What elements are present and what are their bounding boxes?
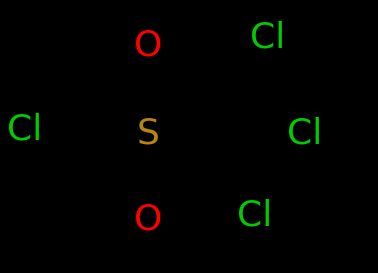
- Text: O: O: [134, 203, 162, 237]
- Text: Cl: Cl: [8, 113, 43, 147]
- Text: Cl: Cl: [237, 198, 273, 232]
- Text: S: S: [136, 116, 160, 150]
- Text: Cl: Cl: [287, 116, 323, 150]
- Text: Cl: Cl: [250, 21, 286, 55]
- Text: O: O: [134, 28, 162, 62]
